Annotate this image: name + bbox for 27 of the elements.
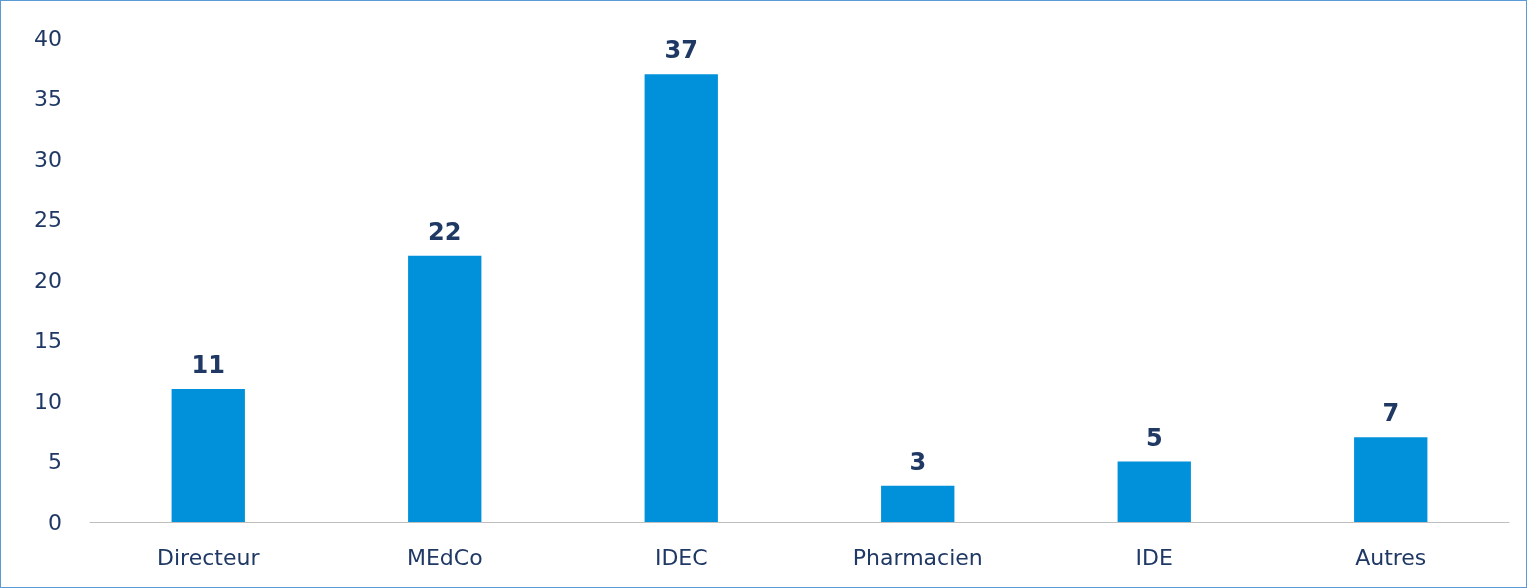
data-label: 5 — [1145, 423, 1163, 452]
bar — [1354, 437, 1428, 522]
bar — [408, 255, 482, 522]
bar — [171, 388, 245, 522]
data-label: 11 — [191, 350, 225, 379]
x-tick-label: Directeur — [157, 544, 261, 570]
bar — [1117, 461, 1191, 522]
x-tick-label: Pharmacien — [852, 544, 983, 570]
y-tick-label: 5 — [48, 449, 62, 474]
y-tick-label: 20 — [34, 267, 62, 293]
x-tick-label: Autres — [1355, 544, 1427, 570]
y-tick-label: 40 — [34, 25, 62, 51]
x-tick-label: MEdCo — [406, 544, 483, 570]
y-tick-label: 30 — [34, 146, 62, 172]
y-tick-label: 25 — [34, 207, 62, 232]
data-label: 7 — [1382, 399, 1400, 428]
y-tick-label: 35 — [34, 86, 62, 111]
bar — [881, 485, 955, 522]
y-tick-label: 15 — [34, 328, 62, 353]
data-label: 3 — [909, 447, 927, 476]
y-tick-label: 10 — [34, 388, 62, 414]
bar — [644, 74, 718, 522]
data-label: 37 — [664, 36, 698, 65]
y-tick-label: 0 — [48, 509, 62, 535]
data-label: 22 — [428, 217, 462, 246]
x-tick-label: IDE — [1135, 544, 1173, 570]
x-tick-label: IDEC — [654, 544, 708, 570]
